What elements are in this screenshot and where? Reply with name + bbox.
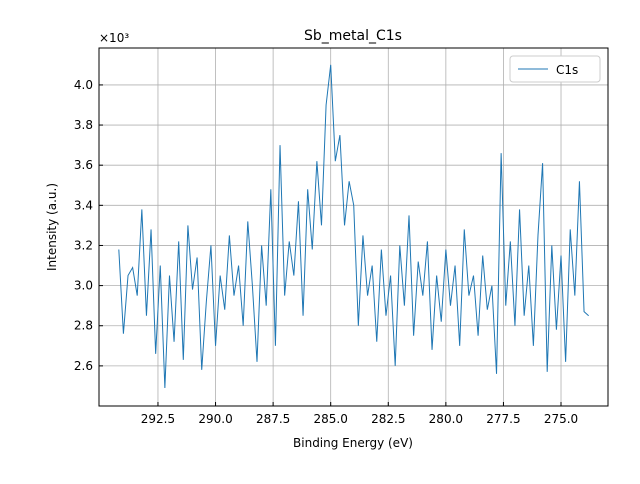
x-tick-label: 287.5 [256, 412, 290, 426]
axes-frame [98, 47, 609, 407]
plot [118, 64, 589, 388]
legend-label: C1s [556, 63, 578, 77]
y-axis-label: Intensity (a.u.) [45, 183, 59, 271]
x-tick-label: 282.5 [371, 412, 405, 426]
y-tick-label: 4.0 [74, 78, 93, 92]
x-tick-label: 280.0 [429, 412, 463, 426]
y-tick-label: 2.6 [74, 359, 93, 373]
x-tick-label: 290.0 [198, 412, 232, 426]
legend-box [509, 55, 601, 83]
y-tick-label: 3.8 [74, 118, 93, 132]
chart-title: Sb_metal_C1s [304, 28, 402, 44]
y-tick-label: 3.2 [74, 238, 93, 252]
x-tick-label: 292.5 [141, 412, 175, 426]
y-tick-label: 3.0 [74, 279, 93, 293]
x-tick-label: 285.0 [314, 412, 348, 426]
y-tick-label: 3.6 [74, 158, 93, 172]
y-tick-label: 2.8 [74, 319, 93, 333]
y-tick-label: 3.4 [74, 198, 93, 212]
x-tick-label: 275.0 [544, 412, 578, 426]
x-axis-label: Binding Energy (eV) [293, 436, 413, 450]
x-tick-label: 277.5 [486, 412, 520, 426]
data-line [118, 64, 589, 388]
y-offset-label: ×10³ [99, 31, 129, 45]
